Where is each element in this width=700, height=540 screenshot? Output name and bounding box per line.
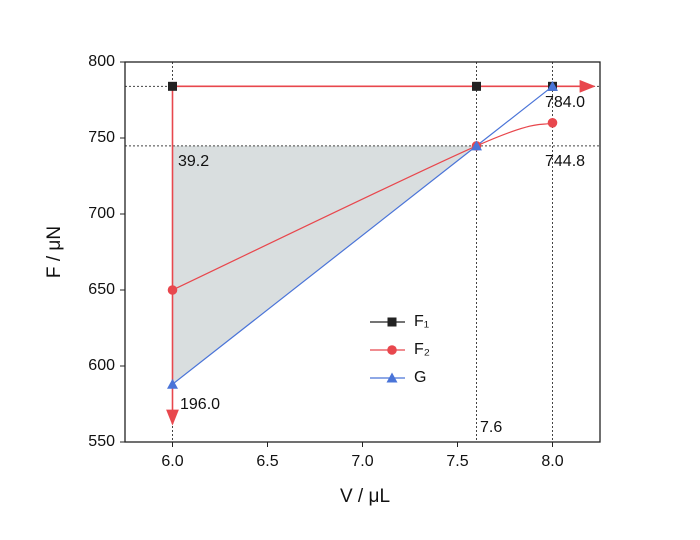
- x-tick-label: 7.0: [351, 453, 373, 470]
- y-tick-label: 800: [88, 53, 115, 70]
- x-tick-label: 8.0: [541, 453, 563, 470]
- x-tick-label: 7.5: [446, 453, 468, 470]
- annotation: 196.0: [180, 396, 220, 413]
- series-line: [172, 122, 553, 291]
- y-tick-label: 700: [88, 205, 115, 222]
- legend-label: F₁: [414, 313, 429, 330]
- annotation: 784.0: [545, 94, 585, 111]
- legend-label: F₂: [414, 341, 430, 358]
- annotation: 744.8: [545, 153, 585, 170]
- legend-marker: [386, 372, 398, 383]
- y-tick-label: 550: [88, 433, 115, 450]
- marker: [472, 81, 481, 91]
- marker: [471, 140, 482, 151]
- legend-marker: [387, 317, 397, 327]
- marker: [168, 81, 177, 91]
- marker: [547, 80, 558, 91]
- annotation: 39.2: [178, 153, 209, 170]
- legend-marker: [387, 345, 397, 355]
- y-tick-label: 650: [88, 281, 115, 298]
- marker: [167, 378, 178, 389]
- y-axis-label: F / μN: [44, 226, 65, 278]
- y-tick-label: 600: [88, 357, 115, 374]
- marker: [547, 118, 558, 128]
- legend-label: G: [414, 369, 426, 386]
- x-tick-label: 6.5: [256, 453, 278, 470]
- marker: [167, 285, 178, 295]
- y-tick-label: 750: [88, 129, 115, 146]
- x-tick-label: 6.0: [161, 453, 183, 470]
- x-axis-label: V / μL: [340, 486, 390, 507]
- annotation: 7.6: [480, 419, 502, 436]
